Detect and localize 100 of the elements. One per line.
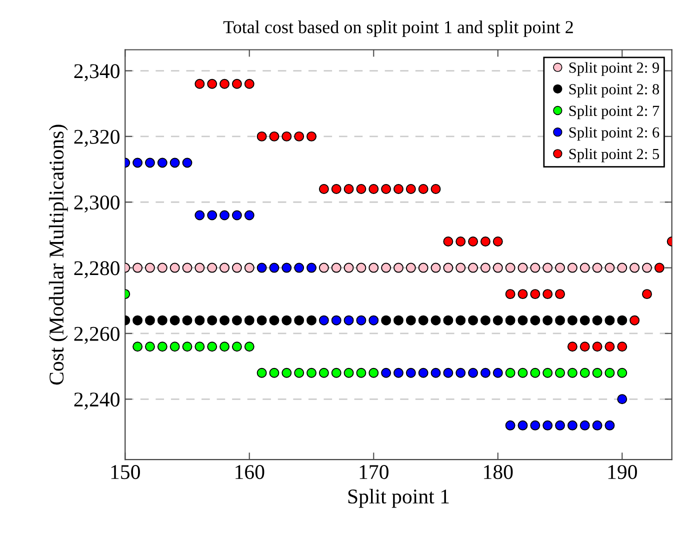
point [642,289,652,300]
point [567,262,578,273]
point [480,368,490,378]
point [132,342,143,352]
y-tick-label: 2,240 [74,392,120,410]
point [356,262,366,273]
point [592,315,602,326]
point [356,368,366,378]
point [530,289,540,300]
point [468,236,478,247]
point [220,262,230,273]
x-tick-label: 170 [360,465,388,480]
point [244,315,254,326]
point [381,315,392,326]
legend-label: Split point 2: 9 [569,62,659,76]
point [555,368,565,378]
point [393,368,404,378]
point [282,315,292,326]
point [617,368,628,378]
point [331,184,342,194]
point [306,262,316,273]
legend-label: Split point 2: 6 [569,126,660,141]
point [555,420,565,430]
point [232,342,242,352]
point [393,262,404,273]
point [604,315,615,326]
point [456,315,466,326]
point [393,184,404,194]
point [256,315,267,326]
point [604,342,615,352]
point [294,315,304,326]
point [654,262,664,273]
point [144,158,155,168]
point [592,420,602,430]
point [418,315,428,326]
point [518,315,528,326]
point [530,368,540,378]
point [182,342,192,352]
point [318,262,329,273]
point [182,262,192,273]
point [393,315,404,326]
point [592,368,602,378]
point [144,315,155,326]
point [282,368,292,378]
point [157,262,168,273]
point [492,368,503,378]
point [306,315,316,326]
point [518,289,528,300]
point [580,262,590,273]
point [480,262,490,273]
point [331,368,342,378]
point [132,158,143,168]
point [555,315,565,326]
point [194,315,205,326]
point [430,368,441,378]
point [294,262,304,273]
point [170,342,180,352]
y-tick-label: 2,300 [74,195,120,213]
point [194,78,205,89]
point [144,342,155,352]
point [318,184,329,194]
point [580,342,590,352]
point [331,262,342,273]
point [580,315,590,326]
point [492,262,503,273]
point [468,262,478,273]
legend-label: Split point 2: 5 [569,148,660,162]
point [157,342,168,352]
point [505,368,516,378]
point [356,184,366,194]
point [244,342,254,352]
point [555,262,565,273]
point [443,368,454,378]
point [344,315,354,326]
x-tick-label: 180 [484,465,513,480]
point [344,368,354,378]
point [256,262,267,273]
point [182,158,192,168]
y-tick-label: 2,280 [74,261,120,278]
point [232,262,242,273]
point [207,210,218,220]
point [356,315,366,326]
point [157,158,168,168]
point [344,184,354,194]
point [418,368,428,378]
point [256,131,267,142]
point [492,236,503,247]
point [269,368,280,378]
point [381,368,392,378]
point [381,262,392,273]
point [306,368,316,378]
point [492,315,503,326]
point [542,368,553,378]
point [207,315,218,326]
point [244,78,254,89]
point [418,262,428,273]
point [368,262,379,273]
point [406,184,416,194]
point [144,262,155,273]
point [604,420,615,430]
